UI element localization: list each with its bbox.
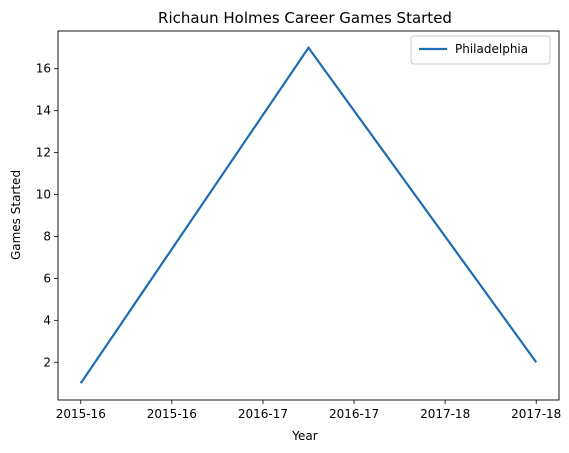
plot-area (57, 30, 560, 401)
y-axis-label: Games Started (9, 170, 23, 260)
series-layer (79, 45, 538, 384)
y-tick-label: 16 (36, 62, 51, 76)
y-axis: 2 4 6 8 10 12 14 16 (36, 62, 58, 369)
x-axis: 2015-16 2015-16 2016-17 2016-17 2017-18 2017-… (56, 400, 561, 421)
legend-box (410, 35, 551, 65)
y-tick-label: 12 (36, 146, 51, 160)
series-line-philadelphia (79, 45, 538, 384)
y-tick-label: 8 (43, 229, 51, 243)
x-axis-label: Year (291, 429, 317, 443)
y-tick-label: 14 (36, 104, 51, 118)
x-tick-label: 2016-17 (329, 407, 379, 421)
x-tick-label: 2017-18 (420, 407, 470, 421)
legend-label-philadelphia: Philadelphia (455, 42, 528, 56)
chart-title: Richaun Holmes Career Games Started (158, 9, 452, 27)
y-tick-label: 4 (43, 313, 51, 327)
x-tick-label: 2016-17 (238, 407, 288, 421)
x-tick-label: 2017-18 (511, 407, 561, 421)
x-tick-label: 2015-16 (147, 407, 197, 421)
y-tick-label: 2 (43, 355, 51, 369)
legend: Philadelphia (410, 35, 551, 65)
x-tick-label: 2015-16 (56, 407, 106, 421)
y-tick-label: 6 (43, 271, 51, 285)
y-tick-label: 10 (36, 188, 51, 202)
